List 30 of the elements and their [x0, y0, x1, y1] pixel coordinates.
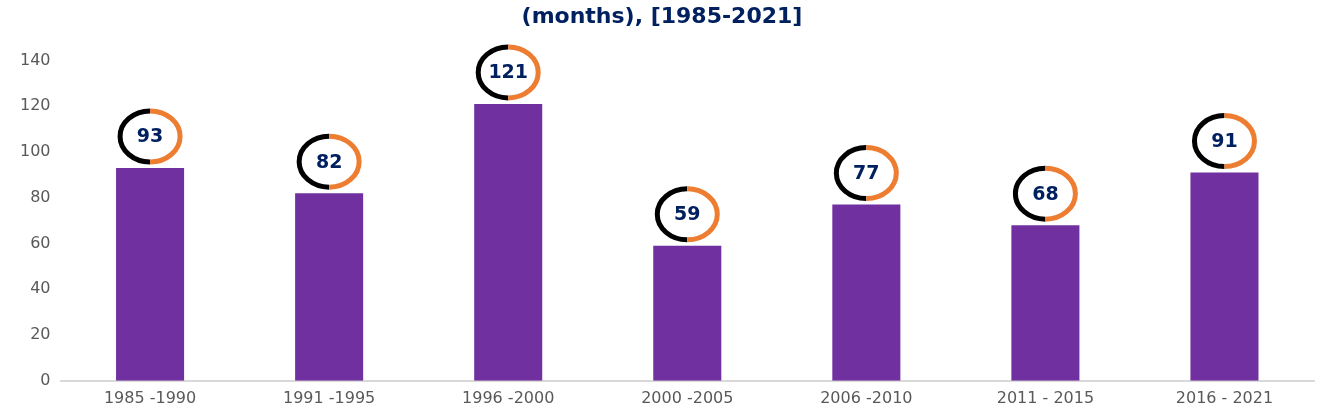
x-tick-label: 2011 - 2015: [996, 387, 1095, 407]
data-label: 77: [853, 161, 880, 184]
x-tick-label: 2016 - 2021: [1175, 387, 1274, 407]
y-tick-label: 40: [30, 278, 51, 298]
data-label: 59: [674, 202, 701, 225]
bar: [1011, 225, 1080, 381]
y-tick-label: 0: [40, 369, 51, 389]
chart-title: (months), [1985-2021]: [521, 2, 803, 28]
x-tick-label: 1985 -1990: [103, 387, 197, 407]
y-tick-label: 80: [30, 186, 51, 206]
x-tick-label: 2006 -2010: [820, 387, 913, 407]
y-tick-label: 120: [19, 95, 51, 115]
data-label: 93: [136, 124, 164, 147]
bar: [474, 103, 543, 381]
x-tick-label: 2000 -2005: [641, 387, 734, 407]
bar: [832, 204, 901, 381]
data-label: 82: [315, 149, 343, 172]
y-tick-label: 140: [19, 49, 51, 69]
bar: [653, 245, 722, 381]
y-tick-label: 100: [19, 141, 51, 161]
data-label: 121: [488, 60, 529, 83]
data-label: 91: [1211, 128, 1238, 151]
x-tick-label: 1991 -1995: [282, 387, 376, 407]
bar: [295, 193, 364, 381]
bar: [116, 167, 185, 381]
y-tick-label: 60: [30, 232, 51, 252]
x-tick-label: 1996 -2000: [462, 387, 555, 407]
y-tick-label: 20: [30, 324, 51, 344]
data-label: 68: [1032, 181, 1059, 204]
bar: [1190, 172, 1259, 381]
